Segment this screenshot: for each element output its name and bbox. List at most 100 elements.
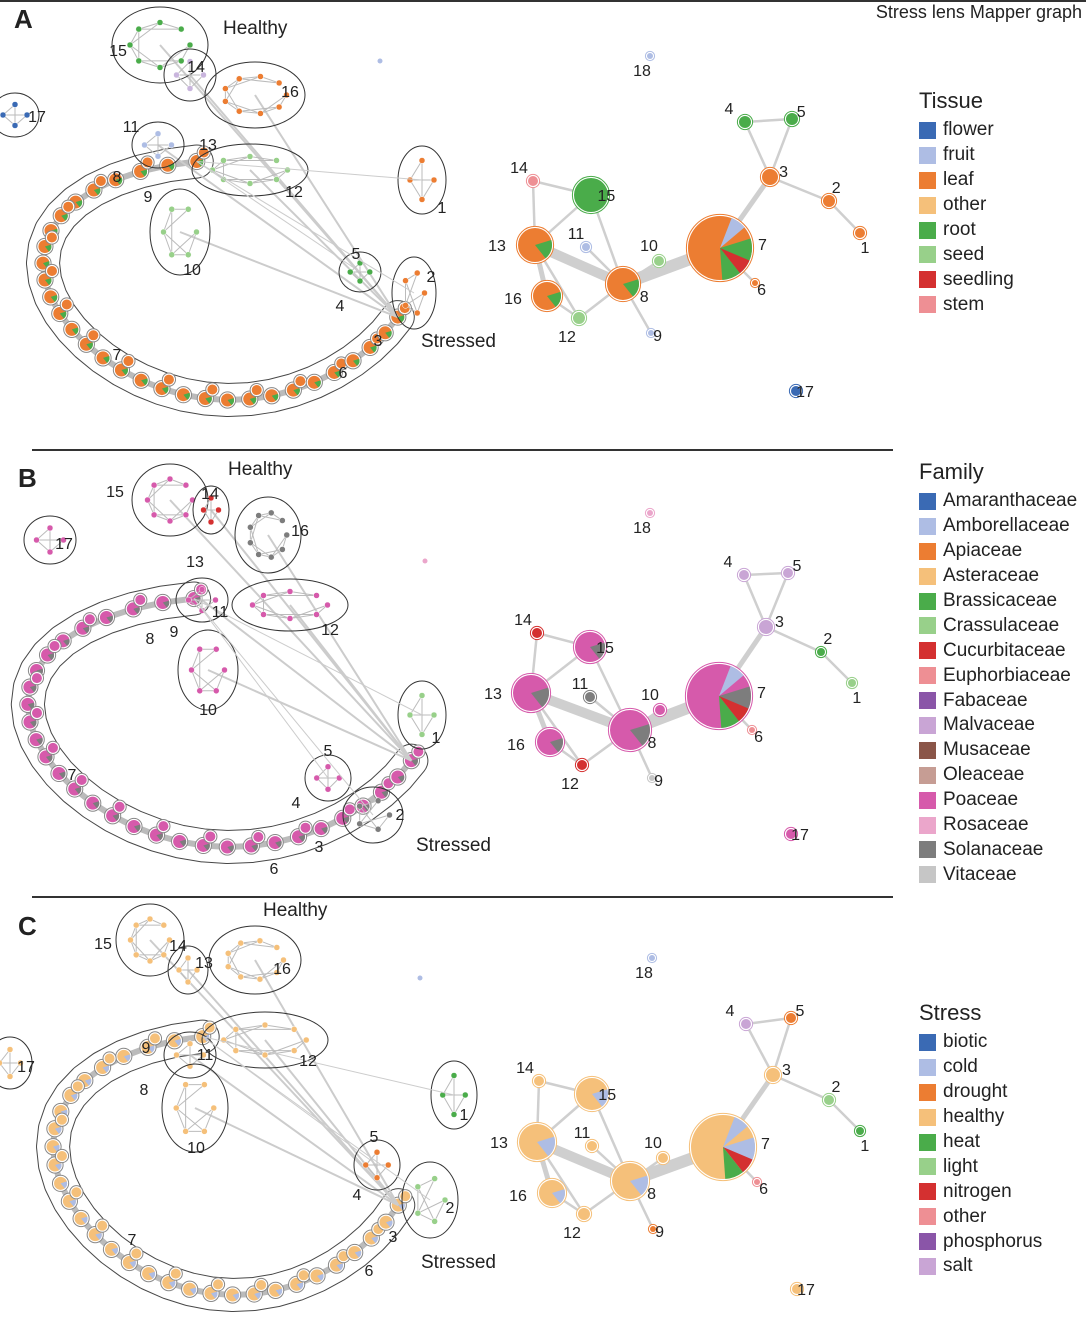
mapper-edge — [175, 1084, 187, 1109]
summary-edge — [744, 1023, 775, 1076]
mapper-node — [173, 71, 180, 79]
legend-swatch — [919, 1033, 936, 1051]
summary-node-slice — [723, 1147, 753, 1173]
cluster-label-3: 3 — [389, 1229, 398, 1246]
summary-label-14: 14 — [510, 160, 528, 177]
summary-node-13-slice — [531, 687, 549, 708]
cluster-outline-11 — [163, 1031, 217, 1079]
mapper-node — [324, 601, 331, 609]
summary-label-1: 1 — [861, 240, 870, 257]
mapper-node-slice — [354, 1250, 362, 1258]
legend-label: heat — [943, 1131, 980, 1152]
cluster-label-1: 1 — [460, 1107, 469, 1124]
cluster-label-4: 4 — [353, 1187, 362, 1204]
mapper-edge — [187, 969, 400, 1206]
mapper-node-slice — [271, 393, 279, 401]
mapper-node — [406, 176, 414, 184]
summary-node-slice — [719, 696, 749, 722]
mapper-node — [185, 251, 192, 258]
legend-label: Oleaceae — [943, 764, 1025, 786]
legend-item-asteraceae: Asteraceae — [919, 564, 1077, 589]
mapper-node — [431, 1175, 438, 1182]
mapper-edge — [191, 669, 201, 691]
mapper-node — [88, 330, 99, 341]
mapper-edge — [203, 1107, 215, 1132]
mapper-edge — [215, 669, 225, 691]
cluster-label-14: 14 — [201, 486, 219, 503]
legend-swatch — [919, 567, 936, 585]
mapper-node — [255, 551, 262, 558]
cluster-label-6: 6 — [270, 861, 279, 878]
cluster-outline-16 — [208, 925, 302, 995]
cluster-outline-16 — [204, 61, 306, 129]
mapper-edge — [157, 144, 399, 318]
mapper-edge — [212, 169, 251, 184]
mapper-node — [156, 64, 164, 71]
mapper-edge — [163, 231, 189, 256]
mapper-node — [237, 973, 244, 981]
summary-label-13: 13 — [488, 238, 506, 255]
summary-edge — [765, 625, 822, 654]
mapper-edge — [417, 1199, 446, 1214]
mapper-node — [135, 25, 143, 33]
mapper-edge — [159, 60, 182, 68]
cluster-label-13: 13 — [199, 137, 217, 154]
legend-item-cold: cold — [919, 1055, 1042, 1080]
cluster-label-11: 11 — [197, 1047, 214, 1064]
legend-swatch — [919, 271, 936, 289]
mapper-node — [402, 277, 409, 284]
mapper-node — [146, 915, 154, 923]
legend-item-seedling: seedling — [919, 267, 1014, 292]
mapper-edge — [225, 76, 261, 90]
cluster-outline-1 — [397, 680, 447, 750]
mapper-node — [213, 1279, 224, 1290]
mapper-edge — [421, 714, 435, 735]
mapper-edge — [258, 515, 283, 522]
summary-edge — [820, 651, 853, 684]
legend-label: nitrogen — [943, 1180, 1012, 1202]
mapper-node-slice — [296, 1282, 304, 1290]
mapper-edge — [250, 542, 272, 558]
mapper-edge — [252, 591, 291, 606]
mapper-node — [273, 157, 280, 164]
mapper-node-slice — [397, 315, 405, 323]
mapper-node-slice — [211, 1291, 218, 1299]
mapper-node-slice — [342, 816, 350, 824]
mapper-node — [275, 103, 283, 111]
summary-node-11 — [587, 1141, 597, 1151]
mapper-node — [313, 592, 320, 599]
mapper-node — [184, 954, 192, 962]
mapper-node — [222, 85, 229, 92]
mapper-edge — [194, 1107, 399, 1207]
legend-swatch — [919, 196, 936, 214]
mapper-node — [160, 921, 168, 929]
mapper-edge — [235, 1050, 266, 1056]
summary-node-slice — [719, 666, 744, 696]
legend-item-brassicaceae: Brassicaceae — [919, 589, 1077, 614]
mapper-edge — [264, 1050, 295, 1056]
mapper-node — [207, 384, 218, 395]
cluster-label-8: 8 — [140, 1082, 149, 1099]
mapper-node-slice — [385, 1220, 393, 1228]
cluster-outline-1 — [430, 1060, 478, 1130]
mapper-edge — [185, 1107, 215, 1132]
mapper-node — [344, 804, 355, 815]
mapper-node-slice — [336, 1263, 343, 1271]
mapper-node — [104, 1053, 115, 1064]
legend-swatch — [919, 492, 936, 510]
cluster-outline-16 — [234, 496, 302, 574]
mapper-node — [413, 746, 424, 757]
mapper-node-slice — [60, 1181, 68, 1189]
mapper-node — [114, 801, 125, 812]
summary-edge — [772, 1073, 830, 1102]
cluster-label-8: 8 — [113, 169, 122, 186]
mapper-node — [71, 1187, 82, 1198]
legend-label: Brassicaceae — [943, 590, 1058, 611]
mapper-node-slice — [148, 1271, 156, 1279]
cluster-outline-10 — [161, 1063, 229, 1153]
legend-item-biotic: biotic — [919, 1030, 1042, 1055]
summary-node-slice — [720, 248, 750, 274]
cluster-outline-2 — [401, 1161, 459, 1239]
legend-label: seedling — [943, 268, 1014, 290]
mapper-node-slice — [86, 342, 93, 350]
